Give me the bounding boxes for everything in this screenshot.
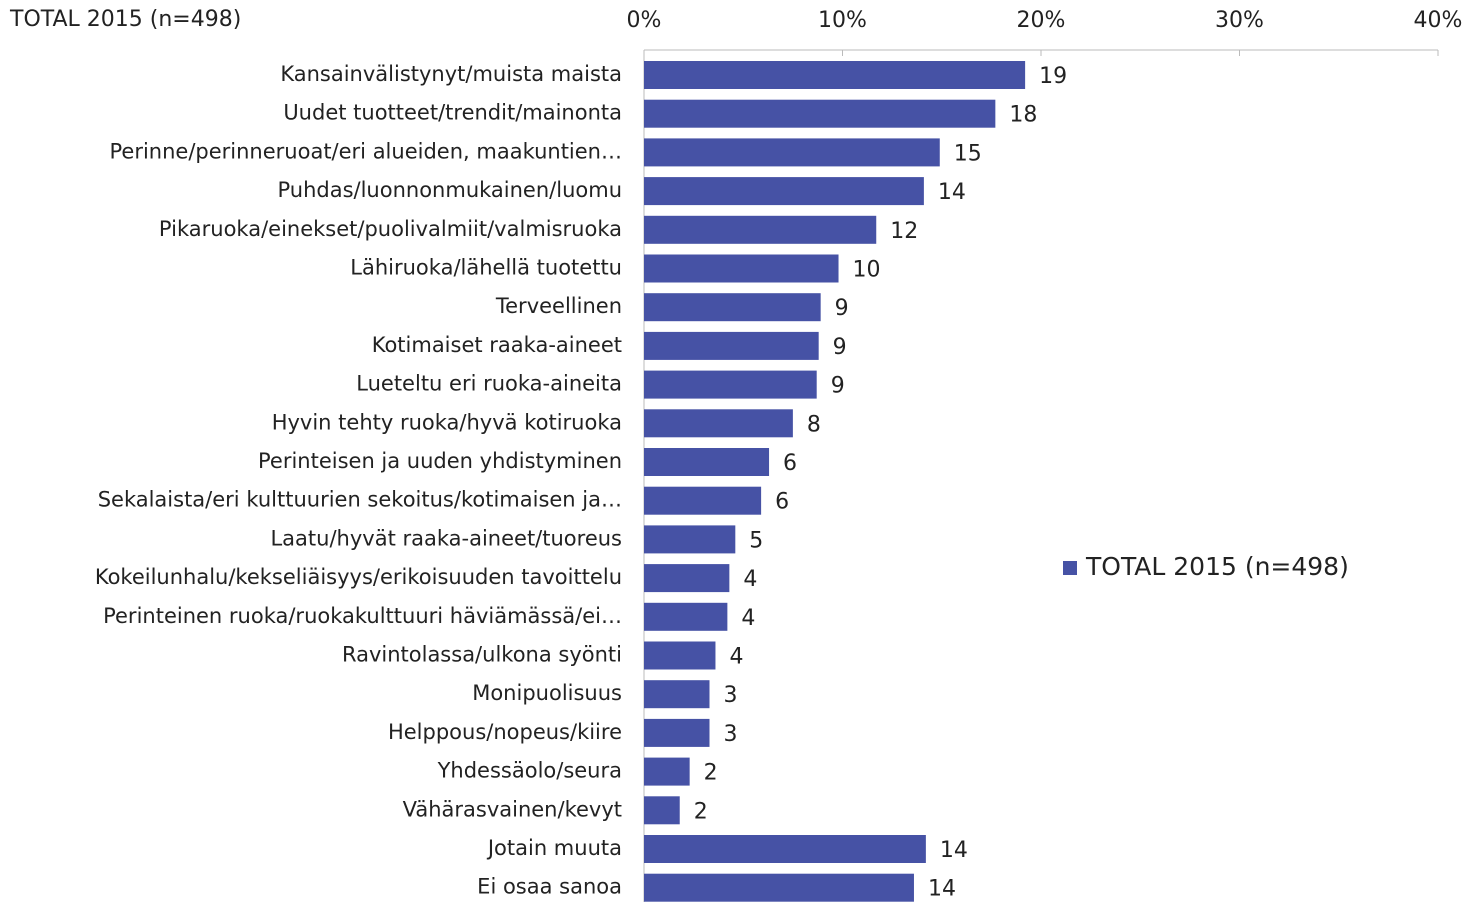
bar (644, 177, 924, 206)
data-label: 2 (704, 761, 718, 786)
category-label: Jotain muuta (486, 836, 622, 860)
chart-title: TOTAL 2015 (n=498) (9, 7, 241, 32)
data-label: 15 (954, 141, 982, 166)
x-tick-label: 0% (627, 8, 662, 33)
x-tick-label: 10% (818, 8, 867, 33)
data-label: 14 (938, 180, 966, 205)
category-label: Puhdas/luonnonmukainen/luomu (277, 178, 622, 202)
data-label: 9 (831, 374, 845, 399)
category-label: Kansainvälistynyt/muista maista (280, 62, 622, 86)
bar (644, 757, 690, 786)
category-label: Ravintolassa/ulkona syönti (342, 643, 622, 667)
bar (644, 293, 821, 322)
data-label: 8 (807, 412, 821, 437)
category-label: Uudet tuotteet/trendit/mainonta (283, 101, 622, 125)
bar (644, 796, 680, 825)
bar (644, 61, 1026, 89)
bar (644, 873, 914, 902)
category-label: Kotimaiset raaka-aineet (372, 333, 622, 357)
bar (644, 331, 819, 360)
category-label: Hyvin tehty ruoka/hyvä kotiruoka (272, 410, 622, 434)
data-label: 14 (928, 877, 956, 902)
bar (644, 525, 736, 554)
data-label: 9 (833, 335, 847, 360)
category-label: Sekalaista/eri kulttuurien sekoitus/koti… (98, 488, 622, 512)
x-tick-label: 20% (1017, 8, 1066, 33)
category-label: Kokeilunhalu/kekseliäisyys/erikoisuuden … (95, 565, 622, 589)
category-label: Helppous/nopeus/kiire (388, 720, 622, 744)
bar (644, 564, 730, 593)
bar (644, 641, 716, 670)
data-label: 3 (724, 722, 738, 747)
bar (644, 99, 996, 128)
data-label: 19 (1039, 64, 1067, 89)
bar (644, 409, 793, 438)
category-label: Lueteltu eri ruoka-aineita (356, 372, 622, 396)
data-label: 6 (783, 451, 797, 476)
category-label: Perinteisen ja uuden yhdistyminen (258, 449, 622, 473)
category-label: Pikaruoka/einekset/puolivalmiit/valmisru… (159, 217, 622, 241)
data-label: 18 (1009, 103, 1037, 128)
legend-label: TOTAL 2015 (n=498) (1085, 552, 1349, 581)
category-label: Vähärasvainen/kevyt (403, 797, 622, 821)
data-label: 9 (835, 296, 849, 321)
x-tick-label: 30% (1215, 8, 1264, 33)
data-label: 4 (743, 567, 757, 592)
bar (644, 448, 770, 476)
bar (644, 138, 940, 167)
data-label: 6 (775, 490, 789, 515)
bar (644, 835, 926, 863)
data-label: 4 (741, 606, 755, 631)
data-label: 4 (729, 645, 743, 670)
category-label: Perinne/perinneruoat/eri alueiden, maaku… (109, 139, 622, 163)
data-label: 10 (853, 258, 881, 283)
category-label: Yhdessäolo/seura (437, 759, 622, 783)
bar (644, 215, 877, 244)
data-label: 2 (694, 799, 708, 824)
category-label: Monipuolisuus (472, 681, 622, 705)
category-label: Terveellinen (495, 294, 622, 318)
data-label: 5 (749, 528, 763, 553)
bar (644, 486, 762, 515)
bar (644, 680, 710, 709)
bar (644, 718, 710, 747)
category-label: Laatu/hyvät raaka-aineet/tuoreus (270, 526, 622, 550)
data-label: 12 (890, 219, 918, 244)
data-label: 3 (724, 683, 738, 708)
data-label: 14 (940, 838, 968, 863)
category-label: Lähiruoka/lähellä tuotettu (350, 256, 622, 280)
legend-swatch (1063, 561, 1077, 575)
bar (644, 602, 728, 631)
category-label: Ei osaa sanoa (477, 875, 622, 899)
bar (644, 254, 839, 283)
bar (644, 370, 817, 399)
category-label: Perinteinen ruoka/ruokakulttuuri häviämä… (103, 604, 622, 628)
x-tick-label: 40% (1414, 8, 1463, 33)
